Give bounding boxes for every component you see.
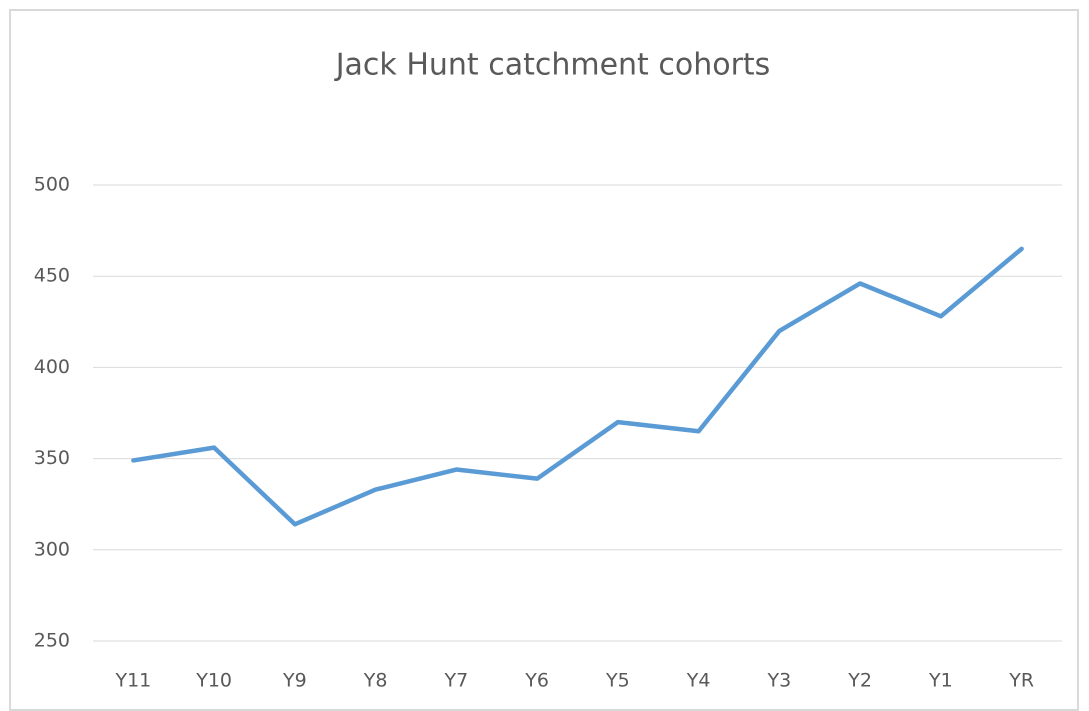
x-tick-label: Y5 xyxy=(605,670,630,692)
chart-frame xyxy=(9,9,1079,711)
x-tick-label: Y4 xyxy=(686,670,711,692)
y-tick-label: 300 xyxy=(34,538,70,560)
x-tick-label: Y7 xyxy=(444,670,469,692)
y-tick-label: 400 xyxy=(34,356,70,378)
y-tick-label: 250 xyxy=(34,630,70,652)
x-tick-label: Y6 xyxy=(524,670,549,692)
x-tick-label: Y2 xyxy=(847,670,872,692)
x-tick-label: Y10 xyxy=(195,670,232,692)
chart-title: Jack Hunt catchment cohorts xyxy=(334,48,771,83)
x-tick-label: Y11 xyxy=(114,670,151,692)
y-tick-label: 500 xyxy=(34,174,70,196)
x-tick-label: Y3 xyxy=(767,670,792,692)
x-tick-label: Y1 xyxy=(928,670,953,692)
x-tick-label: Y8 xyxy=(363,670,388,692)
y-tick-label: 450 xyxy=(34,265,70,287)
x-tick-label: YR xyxy=(1008,670,1034,692)
y-tick-label: 350 xyxy=(34,447,70,469)
x-tick-label: Y9 xyxy=(282,670,307,692)
data-line xyxy=(131,246,1024,527)
